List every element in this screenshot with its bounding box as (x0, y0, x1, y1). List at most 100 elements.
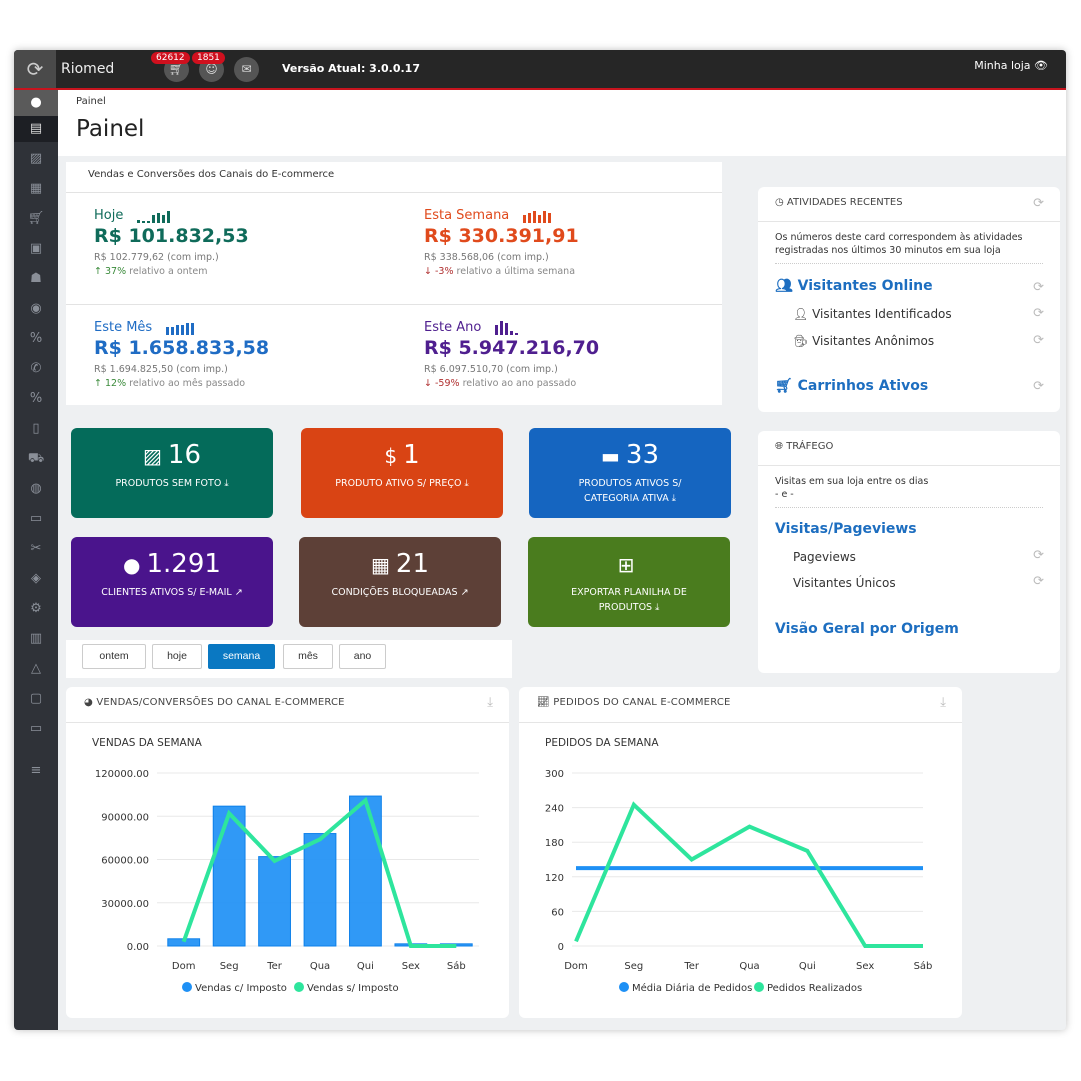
tile-clientes-ativos-s-e-mail[interactable]: ● 1.291 CLIENTES ATIVOS S/ E-MAIL ↗ (71, 537, 273, 627)
monitor-icon[interactable]: ▭ (29, 721, 43, 736)
refresh-icon[interactable]: ⟳ (1033, 379, 1044, 394)
visitors-identified: 👤︎ Visitantes Identificados (793, 307, 952, 321)
x-tick-label: Dom (172, 961, 196, 972)
arrow-up-icon: ↑ (94, 378, 102, 389)
legend-marker (294, 982, 304, 992)
user-badge: 1851 (192, 52, 225, 64)
gear-icon[interactable]: ⚙ (30, 601, 42, 616)
pageviews-label: Pageviews (793, 550, 856, 564)
dashboard-icon[interactable]: ▤ (14, 116, 58, 142)
refresh-icon[interactable]: ⟳ (1033, 280, 1044, 295)
tools-icon[interactable]: ✂ (30, 541, 42, 556)
legend-label: Vendas c/ Imposto (195, 983, 287, 994)
image-icon[interactable]: ▨ (29, 151, 43, 166)
user-icon[interactable]: ● (14, 90, 58, 116)
version-label: Versão Atual: 3.0.0.17 (282, 62, 420, 75)
x-tick-label: Qui (357, 961, 374, 972)
y-tick-label: 180 (545, 838, 564, 849)
x-tick-label: Qua (739, 961, 759, 972)
sparkline-icon (523, 208, 553, 223)
orders-chart-card: 📈︎ PEDIDOS DO CANAL E-COMMERCE ⤓ PEDIDOS… (519, 687, 962, 1018)
filter-mês[interactable]: mês (283, 644, 333, 669)
legend-marker (182, 982, 192, 992)
globe-icon[interactable]: ◍ (30, 481, 42, 496)
tile-exportar-planilha-de-produtos[interactable]: ⊞ EXPORTAR PLANILHA DE PRODUTOS ⤓ (528, 537, 730, 627)
legend-label: Média Diária de Pedidos (632, 982, 752, 994)
chart-icon[interactable]: ▥ (29, 631, 43, 646)
archive-icon: ▬ (601, 444, 620, 468)
active-carts-label: Carrinhos Ativos (797, 378, 929, 394)
mail-icon[interactable]: ✉︎ (234, 57, 259, 82)
traffic-range: - e - (775, 489, 794, 500)
kpi-2: Este Mês R$ 1.658.833,58 R$ 1.694.825,50… (94, 320, 269, 389)
filter-ontem[interactable]: ontem (82, 644, 146, 669)
tile-produtos-sem-foto[interactable]: ▨ 16 PRODUTOS SEM FOTO ⤓ (71, 428, 273, 518)
series-line (181, 796, 457, 948)
card-icon[interactable]: ▭ (29, 511, 43, 526)
kpi-label: Este Mês (94, 320, 153, 335)
truck-icon[interactable]: ⛟ (27, 451, 45, 466)
breadcrumb[interactable]: Painel (76, 96, 106, 107)
bar (349, 795, 382, 947)
x-tick-label: Dom (564, 961, 588, 972)
visits-pageviews-link[interactable]: Visitas/Pageviews (775, 521, 917, 537)
x-tick-label: Sáb (914, 960, 933, 972)
tile-value: 21 (395, 549, 429, 579)
users-icon[interactable]: ☗ (30, 271, 42, 286)
building-icon[interactable]: ▦ (29, 181, 43, 196)
eye-icon[interactable]: ◉ (30, 301, 42, 316)
cart-icon[interactable]: 🛒︎ (27, 211, 45, 226)
document-icon[interactable]: ▯ (32, 421, 40, 436)
download-icon[interactable]: ⤓ (940, 695, 946, 710)
gift-icon[interactable]: ▣ (29, 241, 43, 256)
discount-icon[interactable]: % (29, 391, 43, 406)
tile-condi-es-bloqueadas[interactable]: ▦ 21 CONDIÇÕES BLOQUEADAS ↗ (299, 537, 501, 627)
x-tick-label: Ter (683, 961, 700, 972)
external-link-icon: ↗ (460, 587, 469, 598)
filter-hoje[interactable]: hoje (152, 644, 202, 669)
kpi-label: Este Ano (424, 320, 482, 335)
kpi-with-tax: R$ 1.694.825,50 (com imp.) (94, 364, 228, 375)
app-window: ⟳ Riomed 🛒︎ 62612 ☺︎ 1851 ✉︎ Versão Atua… (14, 50, 1066, 1030)
tags-icon[interactable]: ◈ (31, 571, 41, 586)
filter-ano[interactable]: ano (339, 644, 386, 669)
filter-semana[interactable]: semana (208, 644, 275, 669)
y-tick-label: 0.00 (127, 942, 149, 953)
visitors-online-link[interactable]: 👥︎ Visitantes Online (775, 278, 933, 294)
bar (303, 833, 337, 947)
kpi-with-tax: R$ 338.568,06 (com imp.) (424, 252, 549, 263)
download-icon[interactable]: ⤓ (487, 695, 493, 710)
refresh-icon[interactable]: ⟳ (1033, 333, 1044, 348)
percent-icon[interactable]: % (29, 331, 43, 346)
refresh-icon[interactable]: ⟳ (1033, 196, 1044, 211)
y-tick-label: 0 (558, 942, 564, 953)
user-icon: ● (123, 553, 141, 577)
image-icon: ▨ (143, 444, 162, 468)
refresh-icon[interactable]: ⟳ (1033, 548, 1044, 563)
arrow-down-icon: ↓ (424, 266, 432, 277)
origin-overview-link[interactable]: Visão Geral por Origem (775, 621, 959, 637)
tile-value: 1 (403, 440, 420, 470)
store-link[interactable]: Minha loja 👁︎ (974, 59, 1048, 72)
chat-icon[interactable]: ▢ (29, 691, 43, 706)
y-tick-label: 240 (545, 804, 564, 815)
refresh-icon[interactable]: ⟳ (1033, 574, 1044, 589)
recent-activity-note: Os números deste card correspondem às at… (775, 232, 1023, 256)
x-tick-label: Seg (220, 961, 239, 972)
refresh-icon[interactable]: ⟳ (1033, 306, 1044, 321)
whatsapp-icon[interactable]: ✆ (30, 361, 42, 376)
tile-produtos-ativos-s-categoria-ativa[interactable]: ▬ 33 PRODUTOS ATIVOS S/ CATEGORIA ATIVA ⤓ (529, 428, 731, 518)
network-icon[interactable]: △ (31, 661, 41, 676)
arrow-down-icon: ↓ (424, 378, 432, 389)
kpi-relative: relativo a última semana (456, 266, 576, 277)
refresh-icon[interactable]: ⟳ (14, 50, 56, 88)
legend-marker (619, 982, 629, 992)
x-tick-label: Seg (624, 961, 643, 972)
tile-produto-ativo-s-pre-o[interactable]: $1 PRODUTO ATIVO S/ PREÇO ⤓ (301, 428, 503, 518)
active-carts-link[interactable]: 🛒︎ Carrinhos Ativos (775, 378, 928, 394)
store-link-label: Minha loja (974, 59, 1031, 72)
kpi-value: R$ 101.832,53 (94, 225, 249, 247)
menu-icon[interactable]: ≡ (30, 763, 42, 778)
sparkline-icon (495, 320, 520, 335)
kpi-pct: -3% (435, 266, 454, 277)
